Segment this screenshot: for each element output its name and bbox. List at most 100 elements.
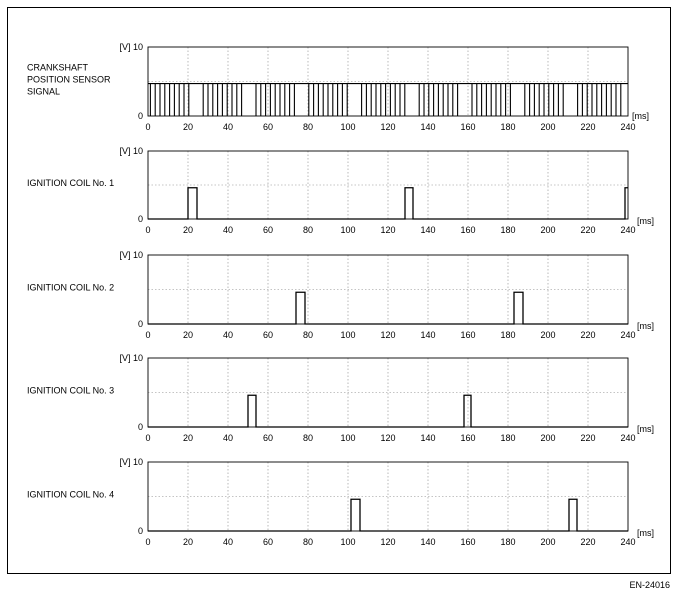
x-tick-label: 140 xyxy=(420,122,435,132)
x-tick-label: 180 xyxy=(500,122,515,132)
x-tick-label: 40 xyxy=(223,433,233,443)
signal-trace xyxy=(148,291,628,325)
x-tick-label: 220 xyxy=(580,433,595,443)
chart-panel-2: [V] 10 00 20 40 60 80 100 120 140 160 180 200 220 240… xyxy=(27,146,654,235)
x-tick-label: 0 xyxy=(145,537,150,547)
x-tick-label: 0 xyxy=(145,330,150,340)
x-tick-label: 160 xyxy=(460,433,475,443)
x-tick-label: 240 xyxy=(620,225,635,235)
signal-name-label: IGNITION COIL No. 3 xyxy=(27,386,114,396)
x-tick-label: 60 xyxy=(263,225,273,235)
x-tick-label: 60 xyxy=(263,537,273,547)
signal-name-label: SIGNAL xyxy=(27,87,60,97)
signal-name-label: IGNITION COIL No. 1 xyxy=(27,178,114,188)
x-tick-label: 0 xyxy=(145,225,150,235)
x-tick-label: 40 xyxy=(223,330,233,340)
x-tick-label: 40 xyxy=(223,122,233,132)
plot-frame xyxy=(147,254,629,325)
figure-code: EN-24016 xyxy=(629,580,670,590)
chart-panel-5: [V] 10 00 20 40 60 80 100 120 140 160 180 200 220 240… xyxy=(27,457,654,547)
x-tick-label: 40 xyxy=(223,225,233,235)
chart-panel-3: [V] 10 00 20 40 60 80 100 120 140 160 180 200 220 240… xyxy=(27,250,654,340)
x-tick-label: 240 xyxy=(620,122,635,132)
signal-name-label: POSITION SENSOR xyxy=(27,75,111,85)
y-axis-max-label: [V] 10 xyxy=(119,250,143,260)
x-tick-label: 100 xyxy=(340,330,355,340)
y-axis-zero-label: 0 xyxy=(138,111,143,121)
y-axis-zero-label: 0 xyxy=(138,319,143,329)
x-tick-label: 120 xyxy=(380,122,395,132)
plot-frame xyxy=(147,461,629,532)
x-tick-label: 140 xyxy=(420,330,435,340)
x-tick-label: 160 xyxy=(460,225,475,235)
plot-frame xyxy=(147,357,629,428)
x-tick-label: 200 xyxy=(540,330,555,340)
x-tick-label: 100 xyxy=(340,225,355,235)
x-tick-label: 120 xyxy=(380,225,395,235)
x-tick-label: 20 xyxy=(183,122,193,132)
signal-name-label: IGNITION COIL No. 4 xyxy=(27,490,114,500)
x-tick-label: 220 xyxy=(580,330,595,340)
x-axis-unit: [ms] xyxy=(637,528,654,538)
x-axis-unit: [ms] xyxy=(637,424,654,434)
x-tick-label: 240 xyxy=(620,537,635,547)
plot-frame xyxy=(147,46,629,117)
signal-trace xyxy=(148,498,628,532)
x-tick-label: 180 xyxy=(500,225,515,235)
y-axis-zero-label: 0 xyxy=(138,526,143,536)
y-axis-zero-label: 0 xyxy=(138,422,143,432)
y-axis-max-label: [V] 10 xyxy=(119,146,143,156)
y-axis-zero-label: 0 xyxy=(138,214,143,224)
x-tick-label: 80 xyxy=(303,433,313,443)
signal-trace xyxy=(148,394,628,428)
x-tick-label: 0 xyxy=(145,122,150,132)
x-tick-label: 40 xyxy=(223,537,233,547)
signal-name-label: IGNITION COIL No. 2 xyxy=(27,283,114,293)
signal-name-label: CRANKSHAFT xyxy=(27,63,89,73)
x-tick-label: 20 xyxy=(183,537,193,547)
x-tick-label: 140 xyxy=(420,433,435,443)
x-tick-label: 100 xyxy=(340,537,355,547)
x-tick-label: 200 xyxy=(540,433,555,443)
x-tick-label: 100 xyxy=(340,122,355,132)
signal-trace xyxy=(148,187,628,220)
y-axis-max-label: [V] 10 xyxy=(119,353,143,363)
chart-panel-1: [V] 10 00 20 40 60 80 100 120 140 160 180 200 220 240… xyxy=(27,42,649,132)
x-tick-label: 60 xyxy=(263,330,273,340)
x-axis-unit: [ms] xyxy=(637,321,654,331)
x-tick-label: 180 xyxy=(500,537,515,547)
x-tick-label: 100 xyxy=(340,433,355,443)
x-tick-label: 120 xyxy=(380,433,395,443)
chart-panel-4: [V] 10 00 20 40 60 80 100 120 140 160 180 200 220 240… xyxy=(27,353,654,443)
x-tick-label: 160 xyxy=(460,330,475,340)
figure-frame xyxy=(7,7,671,574)
x-tick-label: 200 xyxy=(540,537,555,547)
x-axis-unit: [ms] xyxy=(637,216,654,226)
x-tick-label: 60 xyxy=(263,122,273,132)
x-tick-label: 180 xyxy=(500,433,515,443)
x-tick-label: 240 xyxy=(620,433,635,443)
x-tick-label: 60 xyxy=(263,433,273,443)
x-tick-label: 80 xyxy=(303,537,313,547)
x-tick-label: 220 xyxy=(580,122,595,132)
x-tick-label: 160 xyxy=(460,537,475,547)
x-axis-unit: [ms] xyxy=(632,111,649,121)
x-tick-label: 120 xyxy=(380,537,395,547)
plot-frame xyxy=(147,150,629,220)
x-tick-label: 200 xyxy=(540,122,555,132)
x-tick-label: 80 xyxy=(303,330,313,340)
y-axis-max-label: [V] 10 xyxy=(119,42,143,52)
x-tick-label: 20 xyxy=(183,433,193,443)
x-tick-label: 20 xyxy=(183,225,193,235)
x-tick-label: 220 xyxy=(580,537,595,547)
x-tick-label: 240 xyxy=(620,330,635,340)
x-tick-label: 140 xyxy=(420,225,435,235)
x-tick-label: 160 xyxy=(460,122,475,132)
x-tick-label: 200 xyxy=(540,225,555,235)
x-tick-label: 80 xyxy=(303,122,313,132)
x-tick-label: 180 xyxy=(500,330,515,340)
x-tick-label: 0 xyxy=(145,433,150,443)
x-tick-label: 80 xyxy=(303,225,313,235)
x-tick-label: 20 xyxy=(183,330,193,340)
